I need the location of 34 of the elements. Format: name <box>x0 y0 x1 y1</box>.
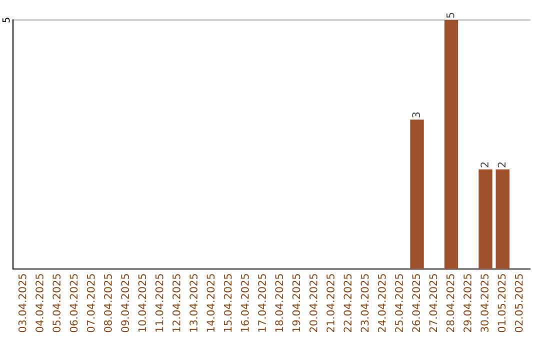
x-tick-label: 13.04.2025 <box>190 274 198 332</box>
x-tick-label: 02.05.2025 <box>514 274 523 332</box>
data-label: 2 <box>498 162 506 168</box>
x-tick-label: 26.04.2025 <box>412 274 420 332</box>
x-tick-label: 16.04.2025 <box>240 274 249 332</box>
x-tick-label: 25.04.2025 <box>395 274 403 332</box>
x-tick-label: 27.04.2025 <box>429 274 438 332</box>
x-tick-label: 18.04.2025 <box>275 274 284 332</box>
x-tick-label: 09.04.2025 <box>121 274 130 332</box>
x-tick-label: 11.04.2025 <box>155 274 164 332</box>
x-tick-label: 01.05.2025 <box>498 274 506 332</box>
x-tick-label: 30.04.2025 <box>480 274 489 332</box>
data-label: 5 <box>446 12 454 18</box>
x-tick-label: 07.04.2025 <box>86 274 95 332</box>
data-label: 2 <box>480 162 488 168</box>
x-tick-label: 19.04.2025 <box>292 274 300 332</box>
x-tick-label: 08.04.2025 <box>104 274 112 332</box>
data-label: 3 <box>412 112 420 118</box>
x-tick-label: 21.04.2025 <box>326 274 334 332</box>
x-tick-label: 12.04.2025 <box>172 274 180 332</box>
x-tick-label: 04.04.2025 <box>36 274 44 332</box>
x-tick-label: 17.04.2025 <box>258 274 266 332</box>
x-tick-label: 22.04.2025 <box>344 274 352 332</box>
x-tick-label: 03.04.2025 <box>18 274 26 332</box>
x-tick-label: 05.04.2025 <box>52 274 61 332</box>
x-tick-label: 06.04.2025 <box>70 274 78 332</box>
x-tick-label: 23.04.2025 <box>360 274 369 332</box>
x-tick-label: 20.04.2025 <box>309 274 318 332</box>
x-tick-label: 24.04.2025 <box>378 274 386 332</box>
x-tick-label: 15.04.2025 <box>224 274 232 332</box>
x-tick-label: 10.04.2025 <box>138 274 146 332</box>
x-tick-label: 28.04.2025 <box>446 274 454 332</box>
x-tick-label: 29.04.2025 <box>464 274 472 332</box>
x-tick-label: 14.04.2025 <box>206 274 215 332</box>
